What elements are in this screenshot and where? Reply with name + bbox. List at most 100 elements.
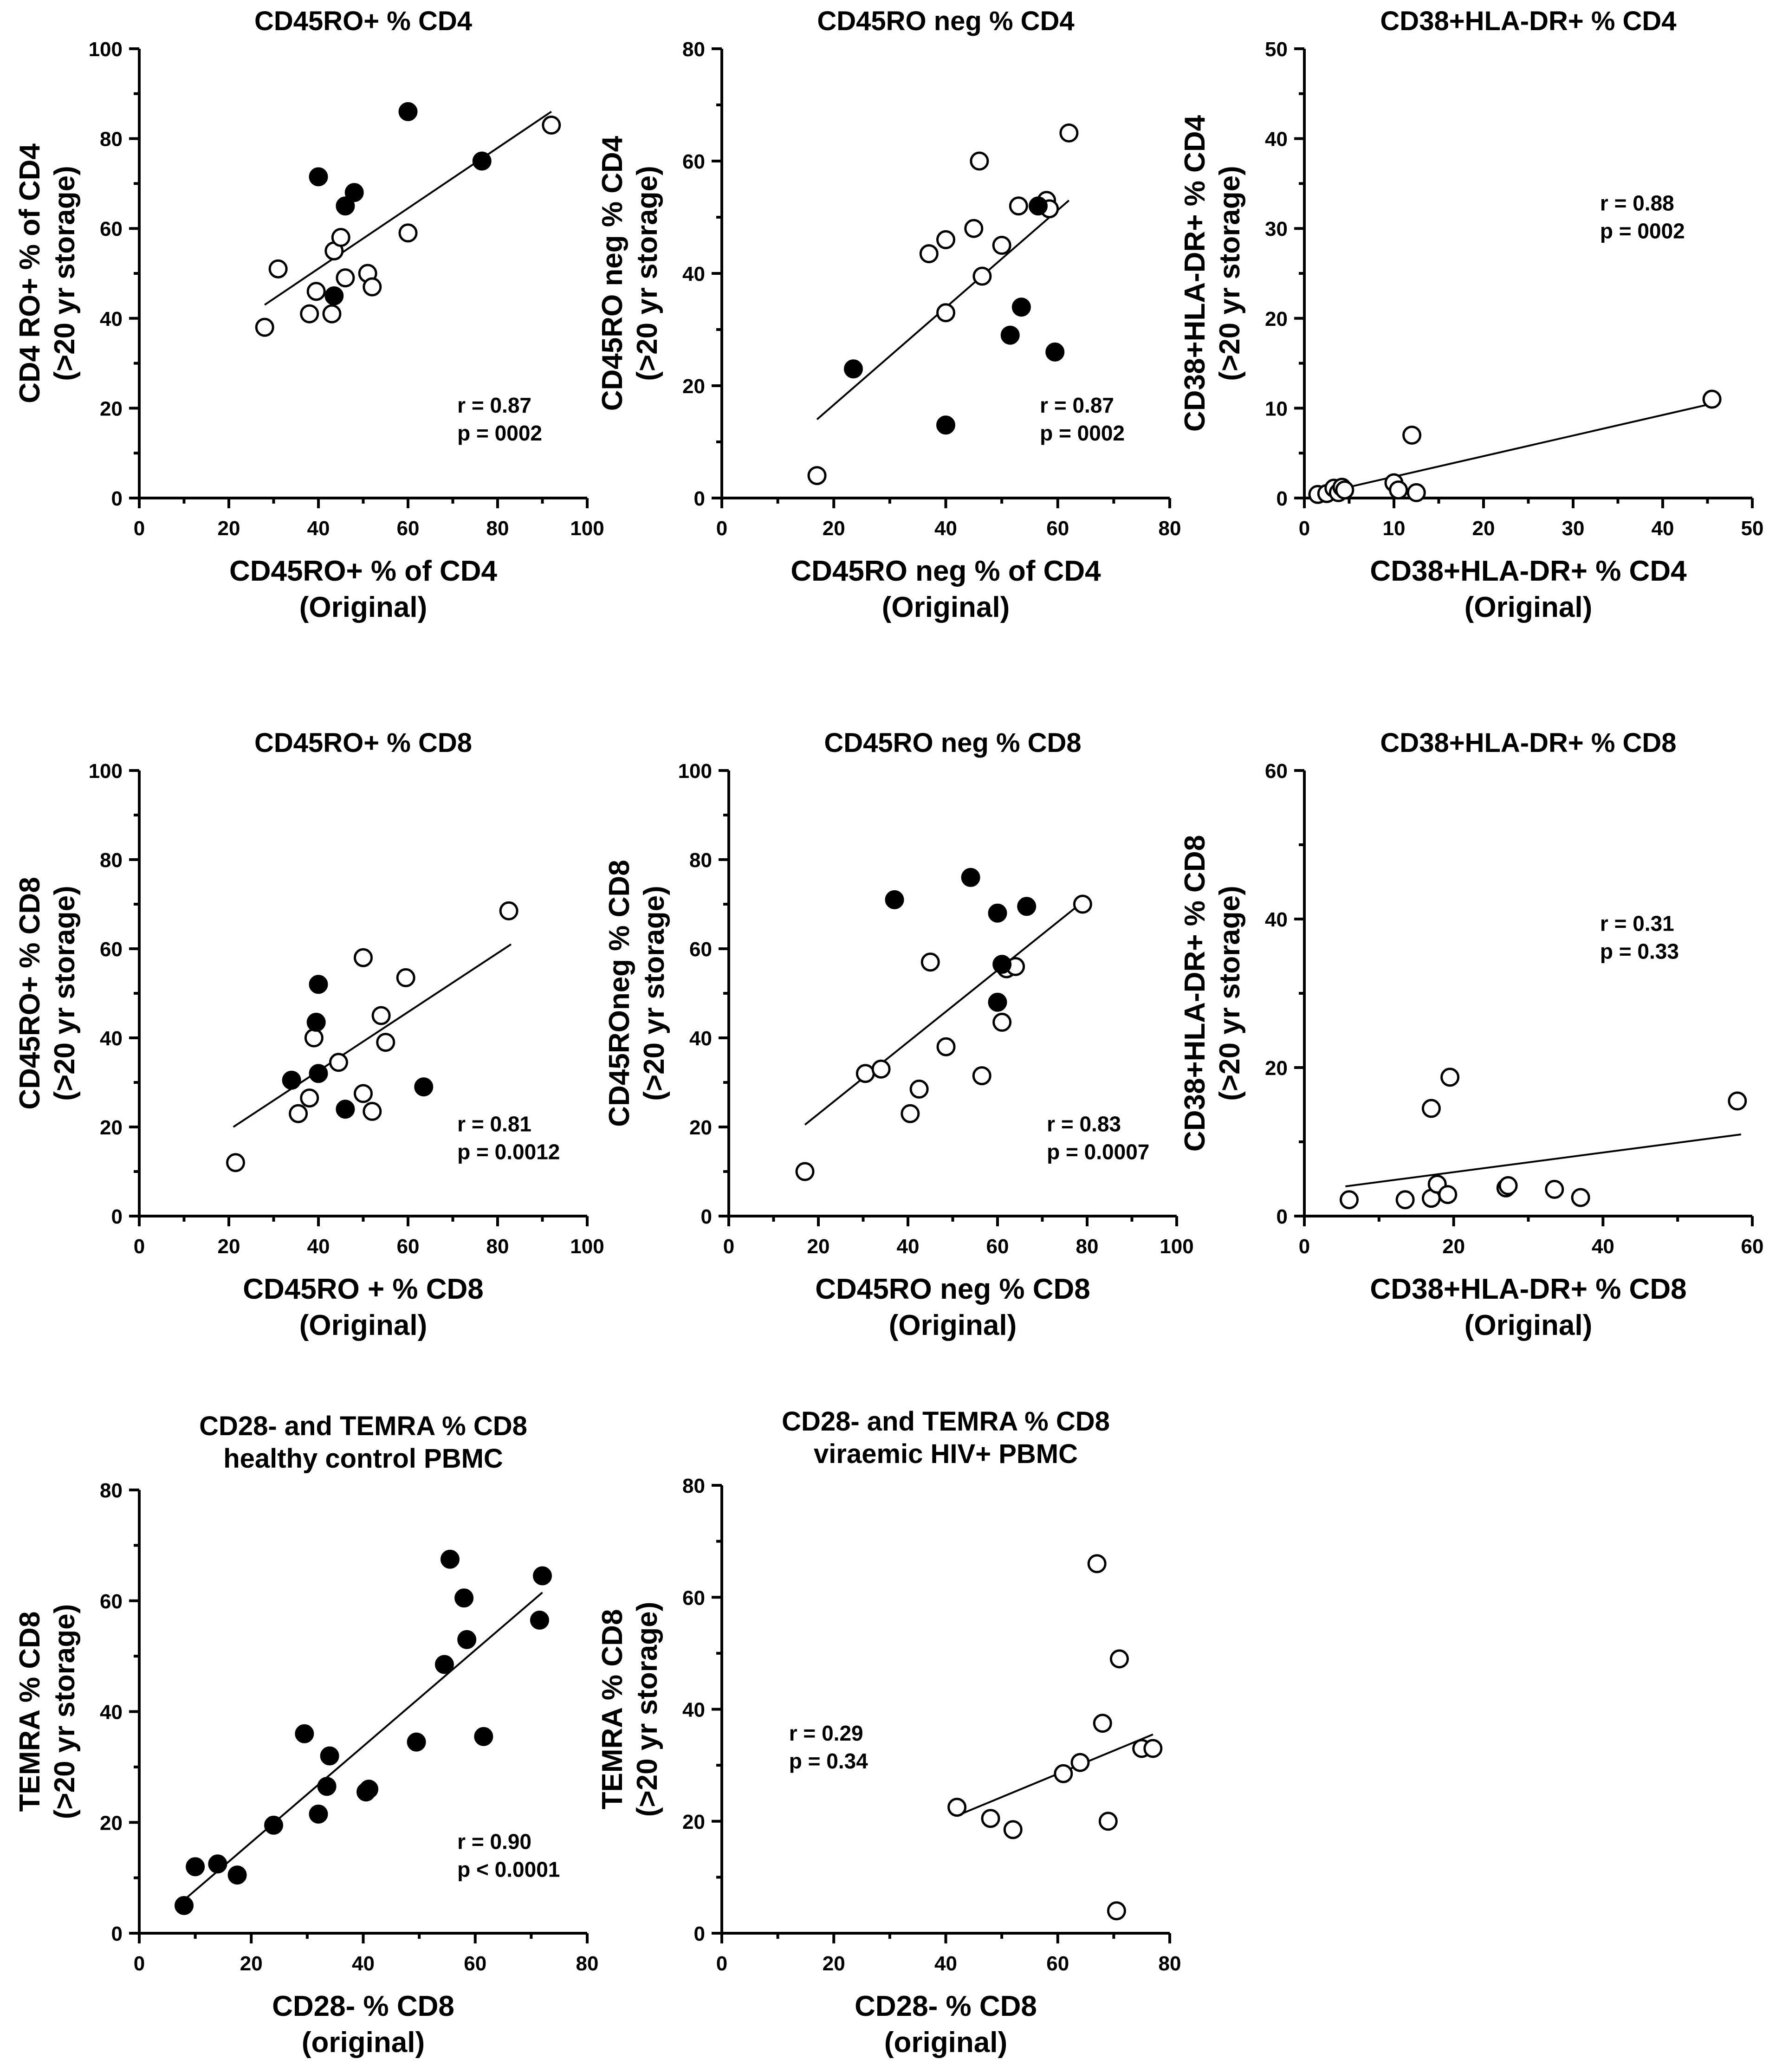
y-tick-label: 80 <box>682 1475 705 1497</box>
data-point-open <box>1109 1649 1129 1669</box>
y-axis-label: CD45RO neg % CD4 <box>596 136 629 411</box>
data-point-open <box>1702 389 1722 409</box>
correlation-p: p = 0002 <box>1600 219 1685 243</box>
data-point-open <box>1389 480 1408 500</box>
y-axis-label: CD4 RO+ % of CD4 <box>14 143 46 403</box>
data-point-filled <box>306 1012 326 1032</box>
x-tick-label: 0 <box>1299 1235 1310 1258</box>
chart-title: CD45RO+ % CD8 <box>254 728 472 758</box>
x-axis-label-line2: (Original) <box>1464 591 1593 623</box>
y-tick-label: 20 <box>689 1116 712 1139</box>
chart-panel-2: CD45RO neg % CD4 0 20 40 60 80 0 20 40 60 80 CD45RO… <box>596 6 1181 623</box>
x-tick-label: 0 <box>134 517 145 540</box>
data-point-filled <box>1045 342 1065 362</box>
data-point-open <box>1440 1068 1460 1087</box>
chart-panel-1: CD45RO+ % CD4 0 20 40 60 80 100 0 20 40 60 80 100 CD4… <box>14 6 604 623</box>
x-tick-label: 60 <box>397 1235 420 1258</box>
y-tick-label: 0 <box>694 1923 705 1945</box>
x-axis-label-line2: (Original) <box>299 591 428 623</box>
data-point-open <box>936 303 955 323</box>
x-tick-label: 60 <box>1046 517 1069 540</box>
data-point-open <box>992 1012 1012 1032</box>
data-point-open <box>871 1059 891 1079</box>
regression-line <box>264 110 552 306</box>
correlation-r: r = 0.29 <box>789 1721 863 1745</box>
chart-title: CD28- and TEMRA % CD8 <box>199 1411 527 1441</box>
y-tick-label: 80 <box>682 38 705 61</box>
data-point-open <box>329 1053 348 1072</box>
data-point-filled <box>320 1746 339 1766</box>
data-point-open <box>371 1006 391 1025</box>
data-point-filled <box>295 1724 314 1743</box>
y-tick-label: 40 <box>682 1699 705 1722</box>
data-point-filled <box>988 903 1007 923</box>
data-point-open <box>936 230 955 249</box>
y-tick-label: 100 <box>678 760 712 783</box>
data-point-filled <box>175 1896 194 1915</box>
x-axis-label: CD38+HLA-DR+ % CD8 <box>1370 1273 1686 1305</box>
x-tick-label: 0 <box>716 517 727 540</box>
x-axis-label-line2: (Original) <box>889 1309 1017 1341</box>
y-tick-label: 10 <box>1265 397 1288 420</box>
correlation-p: p = 0.34 <box>789 1749 868 1773</box>
x-tick-label: 20 <box>240 1952 263 1975</box>
chart-panel-4: CD45RO+ % CD8 0 20 40 60 80 100 0 20 40 60 80 100 CD4… <box>14 728 604 1341</box>
correlation-p: p = 0002 <box>457 421 542 445</box>
data-point-open <box>1093 1714 1112 1733</box>
y-axis-label-line2: (>20 yr storage) <box>49 886 81 1101</box>
correlation-p: p = 0.33 <box>1600 939 1679 964</box>
y-tick-label: 0 <box>111 1205 123 1228</box>
data-point-open <box>306 282 326 301</box>
y-axis-label: CD45RO+ % CD8 <box>14 877 46 1109</box>
data-point-open <box>376 1033 395 1052</box>
data-point-open <box>972 1066 991 1086</box>
x-tick-label: 40 <box>897 1235 920 1258</box>
x-axis-label: CD45RO neg % of CD4 <box>791 555 1101 587</box>
data-point-filled <box>1017 897 1037 916</box>
data-point-open <box>1406 483 1426 502</box>
chart-subtitle: healthy control PBMC <box>223 1444 503 1474</box>
x-tick-label: 80 <box>576 1952 599 1975</box>
data-point-open <box>255 317 274 337</box>
data-point-filled <box>843 359 863 379</box>
y-tick-label: 40 <box>682 263 705 285</box>
data-point-filled <box>1000 325 1020 345</box>
data-point-open <box>1070 1753 1090 1772</box>
data-point-filled <box>440 1549 460 1569</box>
data-point-open <box>1087 1554 1107 1573</box>
x-tick-label: 0 <box>134 1235 145 1258</box>
y-axis-label: TEMRA % CD8 <box>14 1612 46 1812</box>
x-tick-label: 20 <box>218 517 240 540</box>
data-point-filled <box>336 1100 355 1119</box>
y-tick-label: 60 <box>682 1586 705 1609</box>
data-point-open <box>1340 1190 1359 1210</box>
data-point-open <box>289 1104 308 1123</box>
x-axis-label: CD28- % CD8 <box>272 1990 454 2022</box>
correlation-r: r = 0.81 <box>457 1112 531 1136</box>
data-point-open <box>795 1162 815 1181</box>
y-tick-label: 100 <box>89 760 123 783</box>
y-axis-label-line2: (>20 yr storage) <box>1214 886 1246 1101</box>
data-point-filled <box>936 415 955 435</box>
y-tick-label: 20 <box>1265 308 1288 330</box>
data-point-open <box>1143 1739 1163 1758</box>
y-tick-label: 100 <box>89 38 123 61</box>
data-point-filled <box>961 868 980 887</box>
data-point-filled <box>186 1857 205 1877</box>
data-point-filled <box>317 1777 337 1796</box>
x-tick-label: 60 <box>1046 1952 1069 1975</box>
data-point-filled <box>1011 298 1031 317</box>
regression-line <box>804 901 1083 1126</box>
data-point-open <box>1571 1188 1590 1207</box>
y-tick-label: 40 <box>100 308 123 330</box>
x-tick-label: 0 <box>134 1952 145 1975</box>
data-point-open <box>1545 1179 1564 1199</box>
x-axis-label-line2: (Original) <box>882 591 1010 623</box>
x-tick-label: 60 <box>986 1235 1009 1258</box>
data-point-filled <box>309 975 328 994</box>
x-tick-label: 80 <box>1076 1235 1099 1258</box>
regression-line <box>183 1592 543 1901</box>
data-point-open <box>970 151 989 171</box>
y-axis-label: CD38+HLA-DR+ % CD4 <box>1179 115 1211 432</box>
